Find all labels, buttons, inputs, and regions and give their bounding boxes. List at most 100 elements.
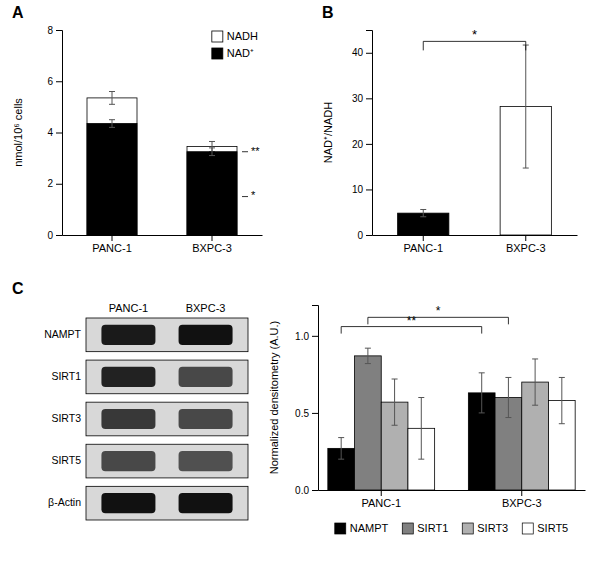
figure: 02468PANC-1BXPC-3nmol/10⁶ cellsA***NADHN… <box>0 0 600 578</box>
annotation: ** <box>407 314 417 328</box>
plot-area <box>398 45 552 235</box>
axis-line <box>63 235 263 236</box>
tick-mark <box>56 235 62 236</box>
legend-label: SIRT3 <box>477 522 508 534</box>
tick-mark <box>366 189 372 190</box>
axis-line <box>373 235 578 236</box>
panel: 02468PANC-1BXPC-3nmol/10⁶ cellsA***NADHN… <box>12 4 263 254</box>
annotation: * <box>472 27 477 42</box>
blot-box <box>86 360 248 394</box>
legend-swatch <box>212 31 223 42</box>
annotation: ** <box>251 145 260 157</box>
legend-label: NAD⁺ <box>227 47 254 59</box>
error-bar <box>523 45 529 168</box>
plot-area <box>87 92 237 236</box>
tick: PANC-1 <box>403 235 443 254</box>
blot-band <box>101 493 155 513</box>
legend-item: SIRT1 <box>402 522 448 534</box>
legend-item: SIRT5 <box>522 522 568 534</box>
legend-swatch <box>462 523 473 534</box>
error-bar <box>109 120 115 128</box>
panel-title: B <box>322 4 334 21</box>
blot-band <box>101 325 155 345</box>
legend-item: NAMPT <box>335 522 389 534</box>
blot-box <box>86 402 248 436</box>
tick-label: 10 <box>352 184 364 195</box>
significance-marker <box>242 196 248 197</box>
error-bar <box>418 398 424 460</box>
blot-band <box>179 409 233 429</box>
blot-band <box>179 367 233 387</box>
x-axis: PANC-1 BXPC-3 <box>319 490 586 509</box>
tick-label: 0.0 <box>295 485 309 496</box>
row-label: SIRT3 <box>51 412 81 424</box>
tick-mark <box>56 184 62 185</box>
tick-label: 2 <box>47 178 53 189</box>
tick-label: 0.5 <box>295 408 309 419</box>
y-axis: 010203040 <box>352 31 373 241</box>
y-axis-title: NAD⁺/NADH <box>322 102 334 164</box>
tick-mark <box>381 490 382 496</box>
tick-label: 6 <box>47 76 53 87</box>
blot-band <box>179 451 233 471</box>
bar <box>187 147 237 235</box>
tick: BXPC-3 <box>506 235 546 254</box>
tick: 2 <box>47 178 62 189</box>
legend-item: SIRT3 <box>462 522 508 534</box>
tick-mark <box>112 235 113 241</box>
error-bar <box>209 148 215 156</box>
panel-title: A <box>12 4 24 21</box>
panel: 010203040PANC-1BXPC-3NAD⁺/NADHB* <box>322 4 578 254</box>
significance-bracket <box>368 317 509 324</box>
tick-mark <box>366 98 372 99</box>
tick-label: 4 <box>47 127 53 138</box>
error-bar <box>559 377 565 423</box>
legend: NADH NAD⁺ <box>212 30 258 59</box>
tick: 1.0 <box>295 331 318 342</box>
annotation: * <box>436 304 441 318</box>
tick: PANC-1 <box>361 490 401 509</box>
tick-label: 40 <box>352 47 364 58</box>
column-header: PANC-1 <box>109 302 149 314</box>
tick: BXPC-3 <box>192 235 232 254</box>
tick: 0.0 <box>295 485 318 496</box>
y-axis: 0.0 0.5 1.0 <box>295 306 318 496</box>
legend-swatch <box>402 523 413 534</box>
legend-label: SIRT5 <box>537 522 568 534</box>
tick: 0.5 <box>295 408 318 419</box>
legend-label: NAMPT <box>350 522 389 534</box>
tick-mark <box>521 490 522 496</box>
tick-label: 20 <box>352 139 364 150</box>
tick-label: BXPC-3 <box>502 497 542 509</box>
tick: BXPC-3 <box>502 490 542 509</box>
legend-item: NADH <box>212 30 258 42</box>
tick-mark <box>312 336 318 337</box>
significance-bracket <box>341 327 482 334</box>
bar <box>87 124 137 235</box>
axis-line <box>56 31 63 236</box>
error-bar <box>338 438 344 460</box>
axis-line <box>319 490 586 491</box>
blot-box <box>86 318 248 352</box>
error-bar <box>109 92 115 105</box>
significance-bracket <box>423 41 526 50</box>
blot-panel: CPANC-1BXPC-3NAMPTSIRT1SIRT3SIRT5β-Actin <box>12 280 248 520</box>
tick-mark <box>366 53 372 54</box>
y-axis-title: nmol/10⁶ cells <box>12 98 24 167</box>
blot-band <box>101 367 155 387</box>
panel-title: C <box>12 280 24 297</box>
tick: 8 <box>47 25 62 36</box>
error-bar <box>392 379 398 425</box>
blot-box <box>86 486 248 520</box>
tick-mark <box>423 235 424 241</box>
tick-label: BXPC-3 <box>506 242 546 254</box>
tick-mark <box>312 490 318 491</box>
annotation: * <box>251 189 256 201</box>
blot-band <box>179 325 233 345</box>
legend-label: NADH <box>227 30 258 42</box>
x-axis: PANC-1BXPC-3 <box>63 235 263 254</box>
error-bar <box>505 377 511 417</box>
error-bar <box>420 209 426 216</box>
significance-marker <box>242 151 248 152</box>
row-label: NAMPT <box>44 328 81 340</box>
